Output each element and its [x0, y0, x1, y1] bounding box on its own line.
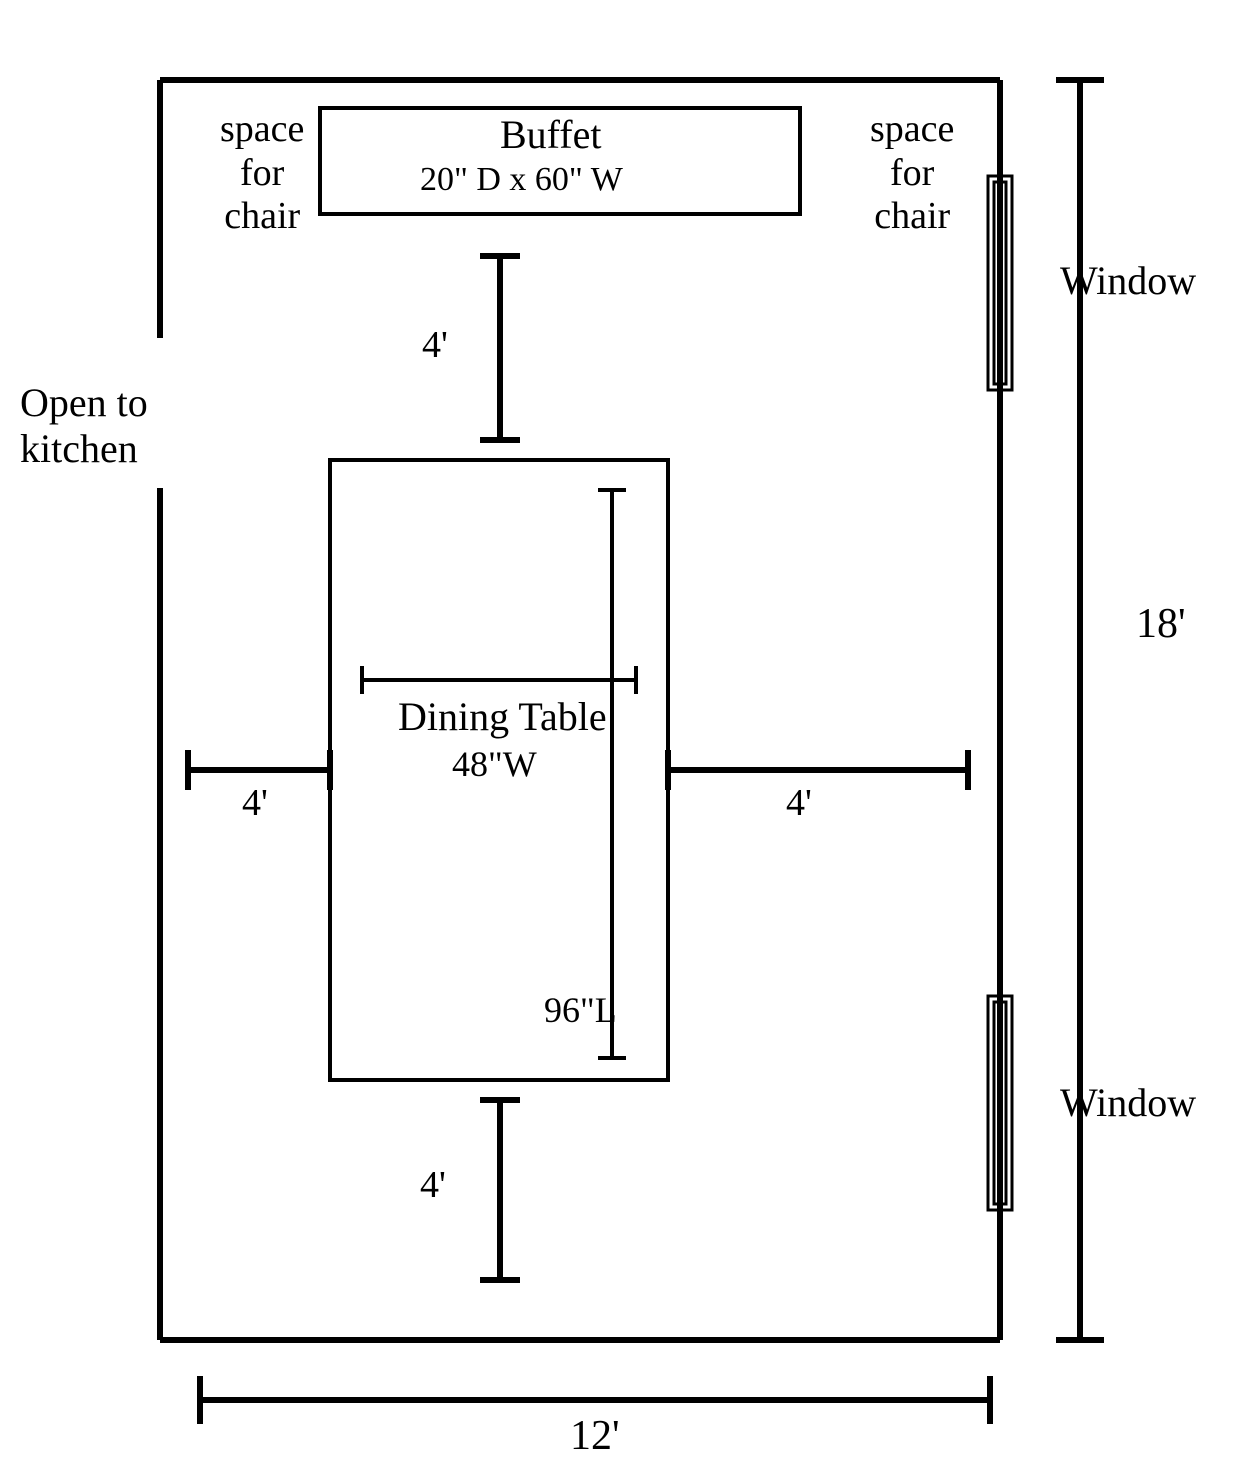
clearance-right-label: 4' — [786, 782, 812, 826]
dining-table-title: Dining Table — [398, 694, 607, 740]
space-for-chair-right: space for chair — [870, 108, 954, 239]
buffet-title: Buffet — [500, 112, 601, 158]
dining-table-width-label: 48"W — [452, 744, 537, 785]
clearance-bottom-label: 4' — [420, 1164, 446, 1208]
space-for-chair-left: space for chair — [220, 108, 304, 239]
buffet-dims: 20" D x 60" W — [420, 160, 623, 199]
window-upper-label: Window — [1060, 258, 1196, 304]
clearance-top-label: 4' — [422, 324, 448, 368]
open-to-kitchen-label: Open to kitchen — [20, 380, 148, 472]
dining-table-length-label: 96"L — [544, 990, 617, 1031]
room-height-label: 18' — [1136, 600, 1186, 648]
clearance-left-label: 4' — [242, 782, 268, 826]
floorplan-svg — [0, 0, 1244, 1482]
window-lower-label: Window — [1060, 1080, 1196, 1126]
room-width-label: 12' — [570, 1412, 620, 1460]
